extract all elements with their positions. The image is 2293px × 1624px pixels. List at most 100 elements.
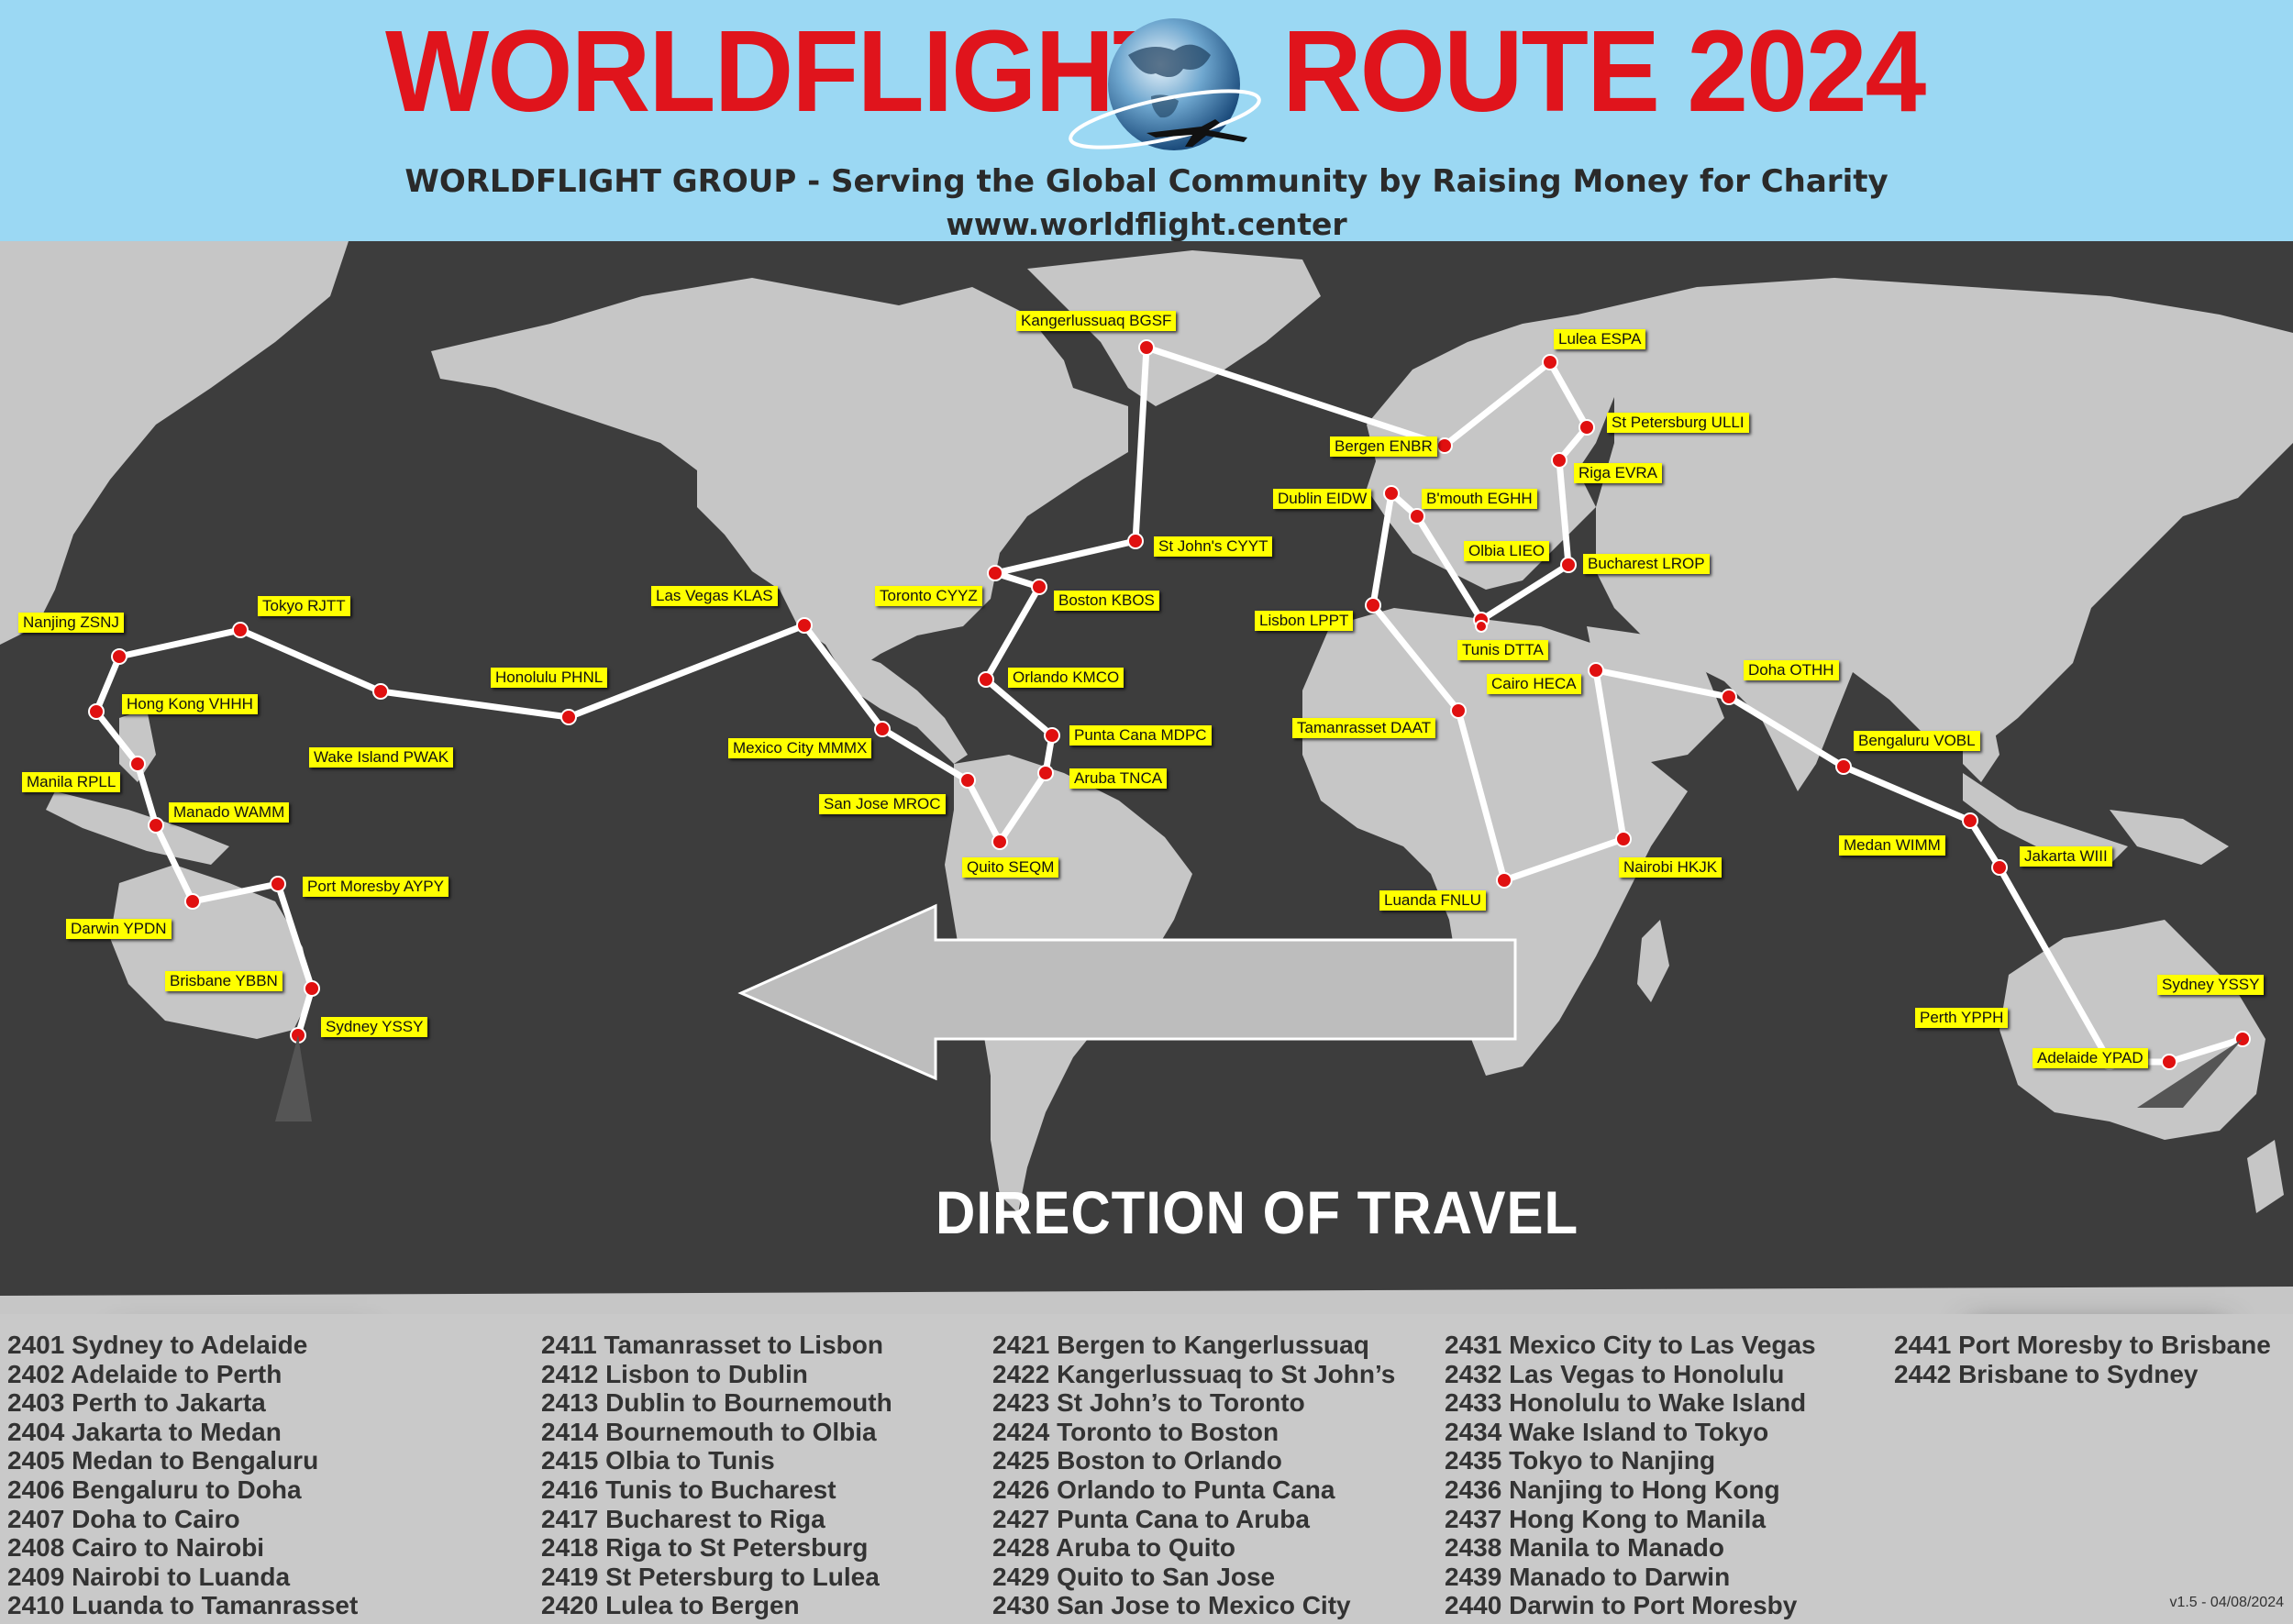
label-tunis: Tunis DTTA bbox=[1457, 640, 1548, 660]
waypoint-bergen bbox=[1436, 437, 1453, 454]
leg-item: 2416 Tunis to Bucharest bbox=[541, 1475, 836, 1504]
waypoint-luanda bbox=[1496, 872, 1512, 889]
leg-item: 2414 Bournemouth to Olbia bbox=[541, 1417, 877, 1446]
label-nanjing: Nanjing ZSNJ bbox=[18, 613, 124, 633]
label-riga: Riga EVRA bbox=[1574, 463, 1662, 483]
leg-item: 2412 Lisbon to Dublin bbox=[541, 1359, 808, 1388]
label-manado: Manado WAMM bbox=[169, 802, 290, 823]
header-banner: WORLDFLIGHT ROUTE 2024 WORLDFLIGHT GROUP… bbox=[0, 0, 2293, 242]
europe bbox=[1367, 315, 1614, 590]
label-quito: Quito SEQM bbox=[962, 857, 1059, 878]
label-bournemouth: B'mouth EGHH bbox=[1422, 489, 1537, 509]
label-manila: Manila RPLL bbox=[22, 772, 121, 792]
indonesia-west bbox=[46, 791, 229, 865]
waypoint-jakarta bbox=[1991, 859, 2008, 876]
label-lulea: Lulea ESPA bbox=[1554, 329, 1646, 349]
waypoint-wake-island bbox=[372, 683, 389, 700]
version-label: v1.5 - 04/08/2024 bbox=[2169, 1595, 2284, 1610]
globe-airplane-logo bbox=[1069, 18, 1261, 150]
leg-column-1: 2401 Sydney to Adelaide 2402 Adelaide to… bbox=[7, 1331, 358, 1620]
leg-item: 2401 Sydney to Adelaide bbox=[7, 1331, 308, 1359]
label-bucharest: Bucharest LROP bbox=[1583, 554, 1710, 574]
starts-pointer bbox=[2137, 1039, 2243, 1108]
label-san-jose: San Jose MROC bbox=[819, 794, 946, 814]
route-east bbox=[93, 344, 2244, 1066]
label-boston: Boston KBOS bbox=[1054, 591, 1159, 611]
website-url: www.worldflight.center bbox=[946, 206, 1347, 242]
label-kangerlussuaq: Kangerlussuaq BGSF bbox=[1016, 311, 1177, 331]
leg-item: 2406 Bengaluru to Doha bbox=[7, 1475, 302, 1504]
waypoint-bournemouth bbox=[1409, 508, 1425, 525]
label-st-johns: St John's CYYT bbox=[1154, 536, 1273, 557]
waypoint-riga bbox=[1551, 452, 1567, 469]
label-olbia: Olbia LIEO bbox=[1464, 541, 1550, 561]
australia-west bbox=[110, 865, 312, 1039]
leg-item: 2434 Wake Island to Tokyo bbox=[1445, 1417, 1769, 1446]
waypoint-tamanrasset bbox=[1450, 702, 1467, 719]
label-adelaide: Adelaide YPAD bbox=[2033, 1048, 2148, 1068]
label-toronto: Toronto CYYZ bbox=[875, 586, 982, 606]
leg-item: 2409 Nairobi to Luanda bbox=[7, 1562, 291, 1591]
label-bengaluru: Bengaluru VOBL bbox=[1854, 731, 1980, 751]
waypoint-doha bbox=[1721, 689, 1737, 705]
world-map: Sydney YSSY Adelaide YPAD Perth YPPH Jak… bbox=[0, 241, 2293, 1314]
route-lines bbox=[93, 344, 2244, 1066]
waypoint-tokyo bbox=[232, 622, 249, 638]
waypoint-toronto bbox=[987, 565, 1003, 581]
waypoint-las-vegas bbox=[796, 617, 813, 634]
waypoint-manado bbox=[148, 817, 164, 834]
waypoint-lisbon bbox=[1365, 597, 1381, 613]
leg-item: 2426 Orlando to Punta Cana bbox=[992, 1475, 1335, 1504]
leg-column-5: 2441 Port Moresby to Brisbane 2442 Brisb… bbox=[1894, 1331, 2271, 1388]
label-port-moresby: Port Moresby AYPY bbox=[303, 877, 449, 897]
world-map-svg bbox=[0, 241, 2293, 1314]
madagascar bbox=[1637, 920, 1669, 1002]
waypoint-quito bbox=[991, 834, 1008, 850]
leg-item: 2410 Luanda to Tamanrasset bbox=[7, 1591, 359, 1620]
waypoint-adelaide bbox=[2161, 1054, 2177, 1070]
waypoint-orlando bbox=[978, 671, 994, 688]
leg-item: 2407 Doha to Cairo bbox=[7, 1504, 240, 1533]
leg-item: 2417 Bucharest to Riga bbox=[541, 1504, 825, 1533]
label-perth: Perth YPPH bbox=[1915, 1008, 2009, 1028]
title-route-2024: ROUTE 2024 bbox=[1282, 6, 1926, 137]
philippines bbox=[1963, 709, 1999, 782]
waypoint-bengaluru bbox=[1835, 758, 1852, 775]
waypoint-port-moresby bbox=[270, 876, 286, 892]
waypoint-nanjing bbox=[111, 648, 127, 665]
direction-of-travel-text: DIRECTION OF TRAVEL bbox=[936, 1178, 1579, 1247]
japan bbox=[2055, 535, 2100, 608]
title-worldflight: WORLDFLIGHT bbox=[385, 6, 1180, 137]
leg-item: 2427 Punta Cana to Aruba bbox=[992, 1504, 1310, 1533]
label-lisbon: Lisbon LPPT bbox=[1255, 611, 1354, 631]
label-punta-cana: Punta Cana MDPC bbox=[1069, 725, 1212, 746]
label-las-vegas: Las Vegas KLAS bbox=[651, 586, 778, 606]
waypoint-medan bbox=[1962, 812, 1978, 829]
leg-item: 2411 Tamanrasset to Lisbon bbox=[541, 1331, 883, 1359]
label-mexico-city: Mexico City MMMX bbox=[728, 738, 872, 758]
waypoint-kangerlussuaq bbox=[1138, 339, 1155, 356]
leg-item: 2418 Riga to St Petersburg bbox=[541, 1533, 869, 1563]
waypoint-nairobi bbox=[1615, 831, 1632, 847]
waypoint-boston bbox=[1031, 579, 1047, 595]
leg-item: 2428 Aruba to Quito bbox=[992, 1533, 1236, 1563]
label-dublin: Dublin EIDW bbox=[1273, 489, 1372, 509]
leg-item: 2441 Port Moresby to Brisbane bbox=[1894, 1331, 2271, 1359]
waypoint-san-jose bbox=[959, 772, 976, 789]
waypoint-st-johns bbox=[1127, 533, 1144, 549]
leg-item: 2442 Brisbane to Sydney bbox=[1894, 1359, 2199, 1388]
label-brisbane: Brisbane YBBN bbox=[165, 971, 282, 991]
leg-item: 2430 San Jose to Mexico City bbox=[992, 1591, 1351, 1620]
waypoint-honolulu bbox=[560, 709, 577, 725]
leg-item: 2403 Perth to Jakarta bbox=[7, 1388, 266, 1418]
waypoint-brisbane bbox=[304, 980, 320, 997]
label-bergen: Bergen ENBR bbox=[1330, 436, 1437, 457]
leg-item: 2436 Nanjing to Hong Kong bbox=[1445, 1475, 1780, 1504]
philippines-west bbox=[119, 709, 156, 782]
waypoint-punta-cana bbox=[1044, 727, 1060, 744]
subtitle: WORLDFLIGHT GROUP - Serving the Global C… bbox=[404, 163, 1889, 200]
label-cairo: Cairo HECA bbox=[1487, 674, 1581, 694]
direction-arrow bbox=[737, 903, 1517, 1081]
label-luanda: Luanda FNLU bbox=[1379, 890, 1486, 911]
waypoint-cairo bbox=[1588, 662, 1604, 679]
